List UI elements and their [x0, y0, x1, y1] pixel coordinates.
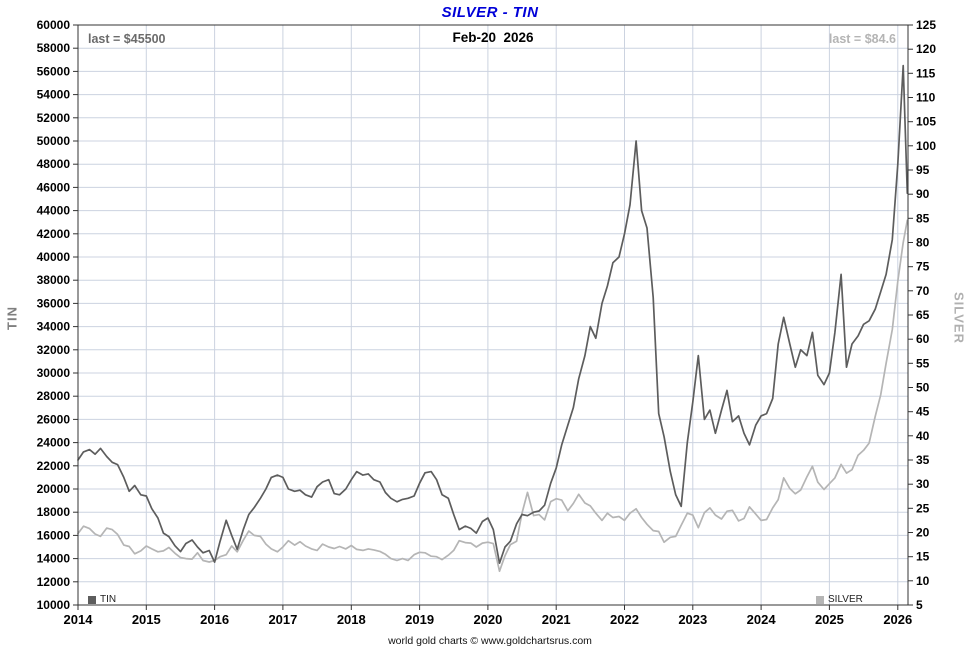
- x-tick-label: 2015: [132, 612, 161, 627]
- x-tick-label: 2025: [815, 612, 844, 627]
- x-tick-label: 2018: [337, 612, 366, 627]
- x-tick-label: 2024: [747, 612, 777, 627]
- y-right-tick-label: 105: [916, 115, 936, 129]
- x-tick-label: 2020: [473, 612, 502, 627]
- y-left-tick-label: 58000: [37, 41, 71, 55]
- y-left-tick-label: 48000: [37, 157, 71, 171]
- y-left-tick-label: 44000: [37, 204, 71, 218]
- y-left-tick-label: 28000: [37, 389, 71, 403]
- y-right-tick-label: 80: [916, 236, 930, 250]
- y-left-tick-label: 38000: [37, 273, 71, 287]
- y-right-tick-label: 20: [916, 526, 930, 540]
- y-left-tick-label: 60000: [37, 18, 71, 32]
- y-right-tick-label: 25: [916, 501, 930, 515]
- y-left-tick-label: 20000: [37, 482, 71, 496]
- y-right-tick-label: 10: [916, 574, 930, 588]
- y-right-tick-label: 125: [916, 18, 936, 32]
- y-right-tick-label: 85: [916, 211, 930, 225]
- x-tick-label: 2026: [883, 612, 912, 627]
- y-right-tick-label: 50: [916, 381, 930, 395]
- y-right-tick-label: 115: [916, 66, 936, 80]
- y-left-tick-label: 32000: [37, 343, 71, 357]
- silver-last-price-label: last = $84.6: [828, 32, 896, 46]
- y-left-tick-label: 24000: [37, 436, 71, 450]
- y-left-tick-label: 16000: [37, 528, 71, 542]
- y-right-tick-label: 45: [916, 405, 930, 419]
- y-left-tick-label: 54000: [37, 88, 71, 102]
- y-left-tick-label: 12000: [37, 575, 71, 589]
- x-tick-label: 2014: [64, 612, 94, 627]
- tin-last-price-label: last = $45500: [88, 32, 166, 46]
- y-right-tick-label: 35: [916, 453, 930, 467]
- x-tick-label: 2022: [610, 612, 639, 627]
- y-right-tick-label: 120: [916, 42, 936, 56]
- y-right-tick-label: 90: [916, 187, 930, 201]
- y-left-tick-label: 34000: [37, 320, 71, 334]
- y-right-tick-label: 65: [916, 308, 930, 322]
- x-tick-label: 2016: [200, 612, 229, 627]
- copyright-footer: world gold charts © www.goldchartsrus.co…: [388, 635, 592, 647]
- y-right-tick-label: 30: [916, 477, 930, 491]
- y-left-tick-label: 40000: [37, 250, 71, 264]
- y-left-tick-label: 46000: [37, 180, 71, 194]
- y-right-tick-label: 55: [916, 356, 930, 370]
- y-right-tick-label: 75: [916, 260, 930, 274]
- tin-legend-label: TIN: [100, 594, 117, 605]
- y-left-tick-label: 52000: [37, 111, 71, 125]
- y-left-tick-label: 50000: [37, 134, 71, 148]
- plot-border: [77, 24, 909, 606]
- y-left-tick-label: 22000: [37, 459, 71, 473]
- silver-legend-label: SILVER: [828, 594, 863, 605]
- y-right-tick-label: 100: [916, 139, 936, 153]
- y-right-tick-label: 40: [916, 429, 930, 443]
- chart-title: SILVER - TIN: [441, 4, 539, 21]
- y-left-tick-label: 18000: [37, 505, 71, 519]
- tin-legend: TIN: [88, 594, 116, 605]
- y-right-tick-label: 95: [916, 163, 930, 177]
- y-right-tick-label: 70: [916, 284, 930, 298]
- y-left-tick-label: 42000: [37, 227, 71, 241]
- y-left-tick-label: 56000: [37, 64, 71, 78]
- silver-series-line: [77, 219, 909, 573]
- y-left-tick-label: 36000: [37, 296, 71, 310]
- y-left-tick-label: 14000: [37, 552, 71, 566]
- y-right-tick-label: 110: [916, 91, 936, 105]
- silver-legend: SILVER: [816, 594, 863, 605]
- x-tick-label: 2023: [678, 612, 707, 627]
- y-right-tick-label: 60: [916, 332, 930, 346]
- x-tick-label: 2019: [405, 612, 434, 627]
- tin-legend-swatch: [88, 595, 96, 604]
- x-tick-label: 2017: [268, 612, 297, 627]
- y-right-tick-label: 5: [916, 598, 923, 612]
- y-left-tick-label: 26000: [37, 412, 71, 426]
- left-axis-title: TIN: [4, 306, 20, 330]
- y-right-tick-label: 15: [916, 550, 930, 564]
- silver-legend-swatch: [816, 595, 824, 604]
- y-left-tick-label: 10000: [37, 598, 71, 612]
- date-label: Feb-20 2026: [452, 30, 534, 45]
- right-axis-title: SILVER: [951, 292, 967, 344]
- y-left-tick-label: 30000: [37, 366, 71, 380]
- x-tick-label: 2021: [542, 612, 571, 627]
- tin-series-line: [77, 64, 909, 565]
